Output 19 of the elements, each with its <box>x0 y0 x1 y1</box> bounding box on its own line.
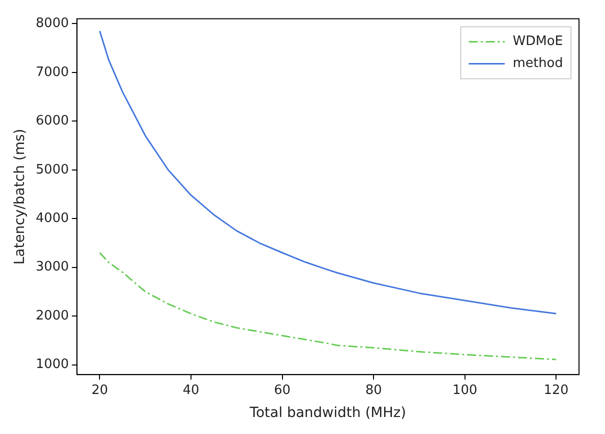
x-tick-label: 80 <box>365 382 382 398</box>
y-tick-label: 8000 <box>36 16 69 32</box>
y-tick-label: 2000 <box>36 308 69 324</box>
x-tick-label: 100 <box>452 382 478 398</box>
y-axis-title: Latency/batch (ms) <box>12 128 28 265</box>
legend-label: WDMoE <box>512 34 563 50</box>
x-tick-label: 120 <box>544 382 569 398</box>
y-tick-label: 3000 <box>36 260 69 275</box>
y-tick-label: 5000 <box>36 162 69 178</box>
y-tick-label: 1000 <box>36 357 69 372</box>
y-tick-label: 7000 <box>36 64 69 80</box>
x-tick-label: 40 <box>182 382 200 398</box>
legend-label: method <box>512 56 563 72</box>
x-axis-title: Total bandwidth (MHz) <box>248 405 406 422</box>
y-tick-label: 6000 <box>36 114 69 129</box>
line-series <box>98 252 557 360</box>
x-tick-label: 60 <box>274 382 291 398</box>
y-tick-label: 4000 <box>36 211 69 226</box>
x-tick-label: 20 <box>91 382 108 398</box>
